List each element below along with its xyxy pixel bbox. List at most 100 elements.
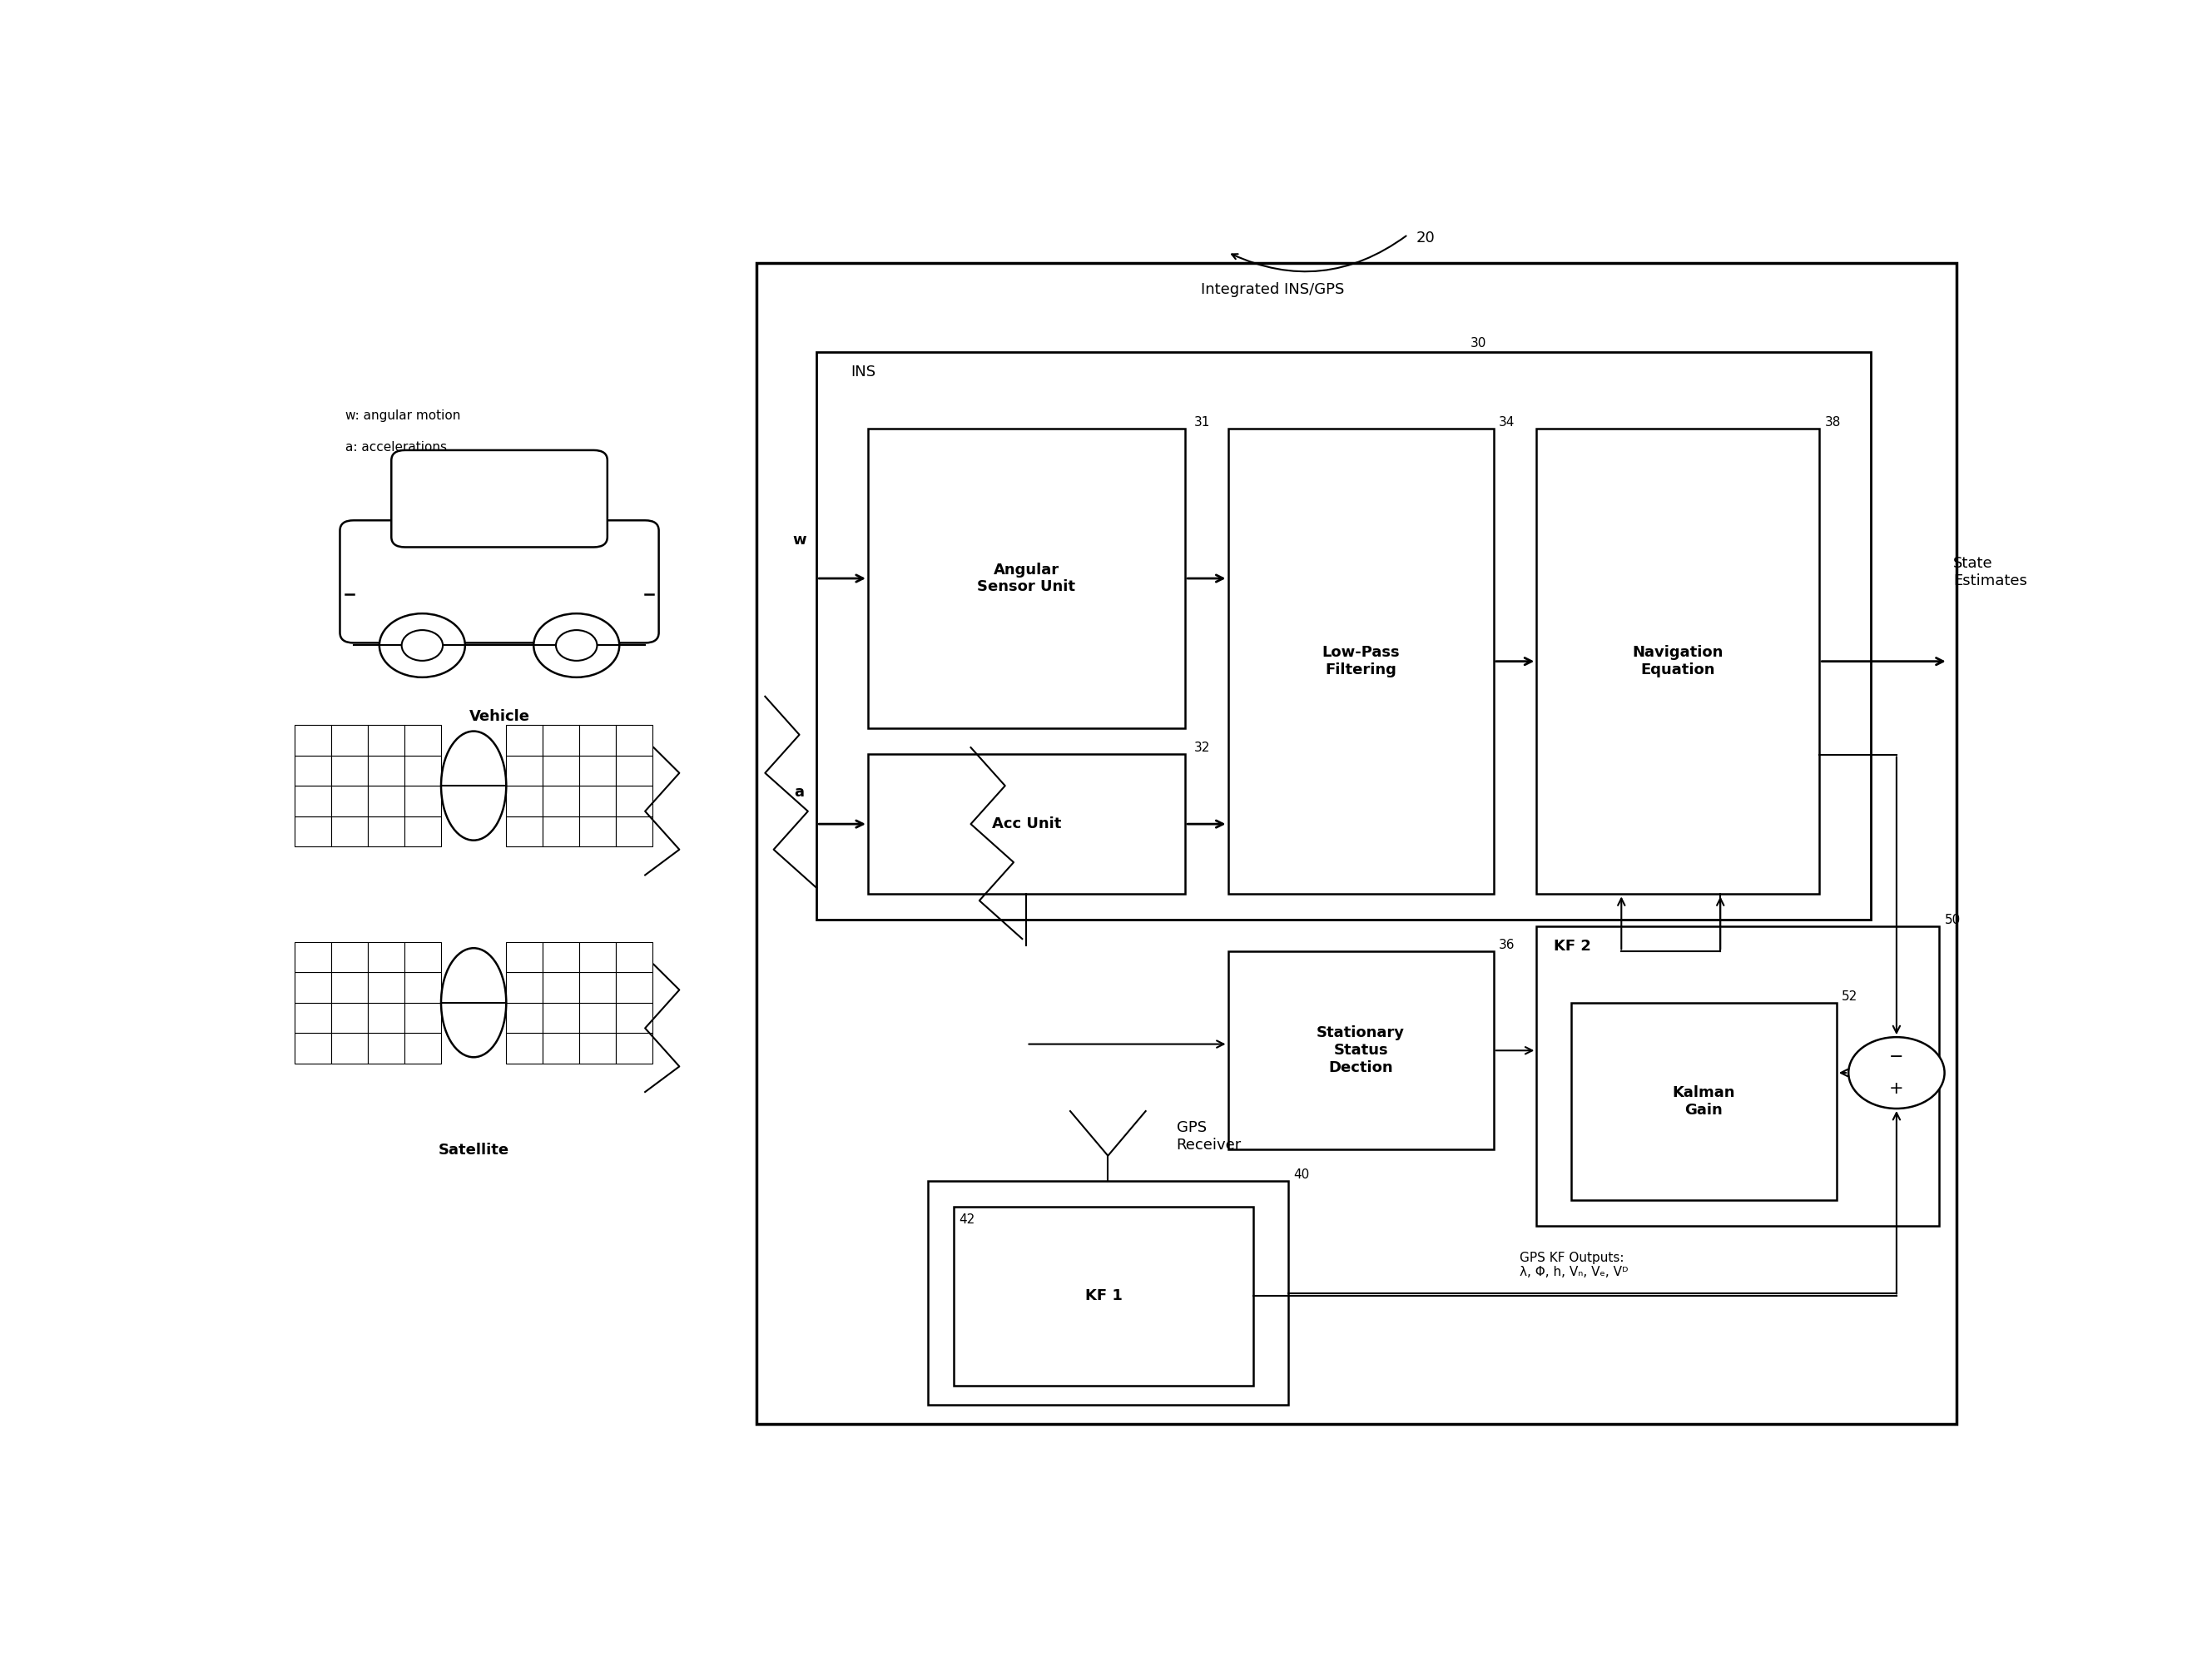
Bar	[1228, 429, 1493, 895]
Text: 50: 50	[1944, 913, 1960, 926]
Text: GPS
Receiver: GPS Receiver	[1177, 1120, 1241, 1153]
Text: GPS KF Outputs:
λ, Φ, h, Vₙ, Vₑ, Vᴰ: GPS KF Outputs: λ, Φ, h, Vₙ, Vₑ, Vᴰ	[1520, 1251, 1628, 1279]
Text: Low-Pass
Filtering: Low-Pass Filtering	[1323, 645, 1400, 678]
Text: KF 2: KF 2	[1553, 940, 1590, 954]
Text: Stationary
Status
Dection: Stationary Status Dection	[1316, 1026, 1405, 1075]
Text: Angular
Sensor Unit: Angular Sensor Unit	[978, 562, 1075, 595]
Text: KF 1: KF 1	[1084, 1289, 1121, 1304]
Bar	[953, 1206, 1254, 1385]
Bar	[367, 726, 405, 756]
Bar	[367, 973, 405, 1002]
Bar	[617, 1032, 653, 1064]
Text: 52: 52	[1843, 991, 1858, 1002]
Bar	[332, 943, 367, 973]
Bar	[542, 726, 580, 756]
Bar	[367, 756, 405, 785]
Bar	[294, 1032, 332, 1064]
Bar	[542, 1002, 580, 1032]
Bar	[294, 1002, 332, 1032]
Text: a: a	[794, 785, 805, 800]
Bar	[867, 429, 1186, 729]
Text: State
Estimates: State Estimates	[1953, 555, 2026, 588]
Bar	[332, 1032, 367, 1064]
Bar	[367, 1002, 405, 1032]
Text: w: w	[792, 532, 807, 547]
Bar	[617, 943, 653, 973]
Circle shape	[555, 630, 597, 661]
Bar	[1228, 951, 1493, 1150]
Bar	[294, 815, 332, 847]
Bar	[580, 815, 617, 847]
Bar	[405, 815, 440, 847]
Circle shape	[403, 630, 442, 661]
Bar	[867, 754, 1186, 895]
Bar	[617, 785, 653, 815]
Bar	[294, 973, 332, 1002]
Bar	[507, 785, 542, 815]
Bar	[580, 1032, 617, 1064]
Bar	[580, 756, 617, 785]
Bar	[1537, 429, 1820, 895]
Bar	[617, 1002, 653, 1032]
Bar	[405, 943, 440, 973]
Text: 31: 31	[1194, 416, 1210, 429]
Bar	[507, 815, 542, 847]
Text: Acc Unit: Acc Unit	[991, 817, 1062, 832]
Bar	[542, 1032, 580, 1064]
Bar	[405, 1032, 440, 1064]
Bar	[405, 756, 440, 785]
Text: Integrated INS/GPS: Integrated INS/GPS	[1201, 282, 1345, 297]
FancyBboxPatch shape	[341, 520, 659, 643]
Bar	[580, 726, 617, 756]
Circle shape	[533, 613, 619, 678]
Bar	[367, 785, 405, 815]
Bar	[332, 973, 367, 1002]
Bar	[332, 815, 367, 847]
Bar	[617, 973, 653, 1002]
Bar	[507, 1002, 542, 1032]
Ellipse shape	[440, 731, 507, 840]
Circle shape	[1849, 1037, 1944, 1109]
Bar	[542, 943, 580, 973]
Text: Vehicle: Vehicle	[469, 709, 529, 724]
Bar	[507, 726, 542, 756]
Text: 30: 30	[1471, 336, 1486, 350]
Bar	[542, 815, 580, 847]
Text: 32: 32	[1194, 741, 1210, 754]
Bar	[367, 1032, 405, 1064]
Text: 20: 20	[1416, 230, 1436, 245]
Bar	[332, 726, 367, 756]
Text: +: +	[1889, 1080, 1905, 1097]
Bar	[580, 943, 617, 973]
Bar	[405, 973, 440, 1002]
Bar	[405, 726, 440, 756]
Bar	[332, 756, 367, 785]
Bar	[617, 726, 653, 756]
Bar	[367, 815, 405, 847]
Bar	[367, 943, 405, 973]
Text: a: accelerations: a: accelerations	[345, 441, 447, 454]
Bar	[294, 943, 332, 973]
Text: 40: 40	[1294, 1168, 1310, 1181]
Bar	[542, 973, 580, 1002]
FancyBboxPatch shape	[392, 451, 608, 547]
Bar	[617, 815, 653, 847]
Bar	[507, 943, 542, 973]
Bar	[929, 1181, 1287, 1405]
Bar	[507, 1032, 542, 1064]
Bar	[542, 785, 580, 815]
Bar	[542, 756, 580, 785]
Text: 36: 36	[1500, 940, 1515, 951]
Bar	[580, 1002, 617, 1032]
Bar	[757, 262, 1958, 1423]
Bar	[507, 973, 542, 1002]
Text: 34: 34	[1500, 416, 1515, 429]
Text: 38: 38	[1825, 416, 1840, 429]
Ellipse shape	[440, 948, 507, 1057]
Bar	[405, 1002, 440, 1032]
Bar	[294, 756, 332, 785]
Text: −: −	[1889, 1049, 1905, 1065]
Circle shape	[380, 613, 465, 678]
Text: Navigation
Equation: Navigation Equation	[1632, 645, 1723, 678]
Bar	[580, 973, 617, 1002]
